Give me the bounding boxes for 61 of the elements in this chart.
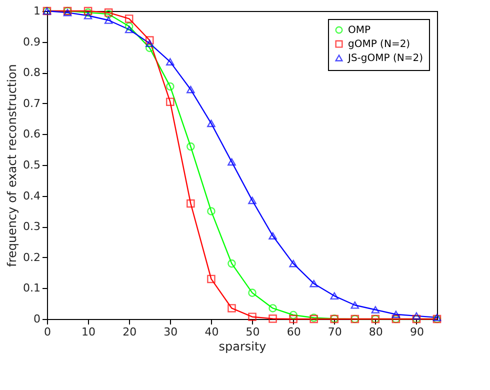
- point: [350, 301, 360, 309]
- point: [268, 314, 277, 323]
- point: [310, 280, 318, 288]
- y-tick-label: 0.1: [23, 282, 40, 295]
- legend-label: JS-gOMP (N=2): [347, 53, 424, 64]
- legend-label: OMP: [348, 25, 371, 36]
- x-tick-label: 50: [246, 326, 260, 338]
- point: [145, 36, 154, 44]
- point: [371, 306, 380, 314]
- point: [145, 44, 154, 52]
- y-tick-label: 0.8: [23, 66, 40, 80]
- y-tick-label: 1: [34, 4, 40, 18]
- x-tick-label: 30: [164, 326, 178, 338]
- y-tick-label: 0.6: [23, 128, 40, 141]
- y-tick-label: 0: [34, 312, 40, 326]
- y-tick-label: 0.3: [23, 220, 40, 234]
- point: [289, 314, 298, 324]
- x-tick-label: 40: [204, 326, 219, 338]
- point: [228, 259, 236, 268]
- legend-label: gOMP (N=2): [348, 39, 410, 50]
- y-axis-title: frequency of exact reconstruction: [5, 64, 20, 267]
- point: [392, 310, 400, 318]
- point: [228, 158, 236, 166]
- point: [268, 304, 277, 312]
- point: [104, 16, 113, 24]
- y-tick-label: 0.4: [23, 189, 40, 202]
- point: [289, 310, 298, 320]
- point: [207, 274, 216, 284]
- point: [186, 142, 195, 151]
- point: [166, 82, 174, 91]
- point: [166, 98, 174, 106]
- point: [207, 207, 216, 216]
- point: [124, 14, 134, 23]
- point: [289, 260, 298, 268]
- x-tick-label: 70: [328, 326, 342, 338]
- point: [186, 199, 195, 208]
- point: [207, 120, 216, 128]
- point: [412, 312, 421, 320]
- point: [124, 22, 134, 31]
- point: [84, 12, 92, 20]
- point: [248, 288, 256, 297]
- point: [248, 196, 256, 204]
- y-tick-label: 0.2: [23, 250, 40, 264]
- y-tick-label: 0.7: [23, 96, 40, 110]
- point: [248, 312, 256, 321]
- x-tick-label: 20: [122, 326, 137, 338]
- point: [166, 58, 174, 66]
- point: [124, 26, 134, 34]
- y-tick-label: 0.5: [23, 158, 40, 172]
- point: [330, 292, 339, 300]
- y-tick-label: 0.9: [23, 35, 40, 48]
- point: [228, 304, 236, 312]
- x-tick-label: 10: [82, 326, 96, 338]
- point: [268, 232, 277, 240]
- x-tick-label: 80: [368, 326, 383, 338]
- x-axis-title: sparsity: [218, 340, 266, 354]
- point: [145, 40, 154, 47]
- x-tick-label: 60: [286, 326, 301, 338]
- x-tick-label: 0: [44, 326, 51, 338]
- x-tick-label: 90: [410, 326, 424, 338]
- point: [186, 86, 195, 94]
